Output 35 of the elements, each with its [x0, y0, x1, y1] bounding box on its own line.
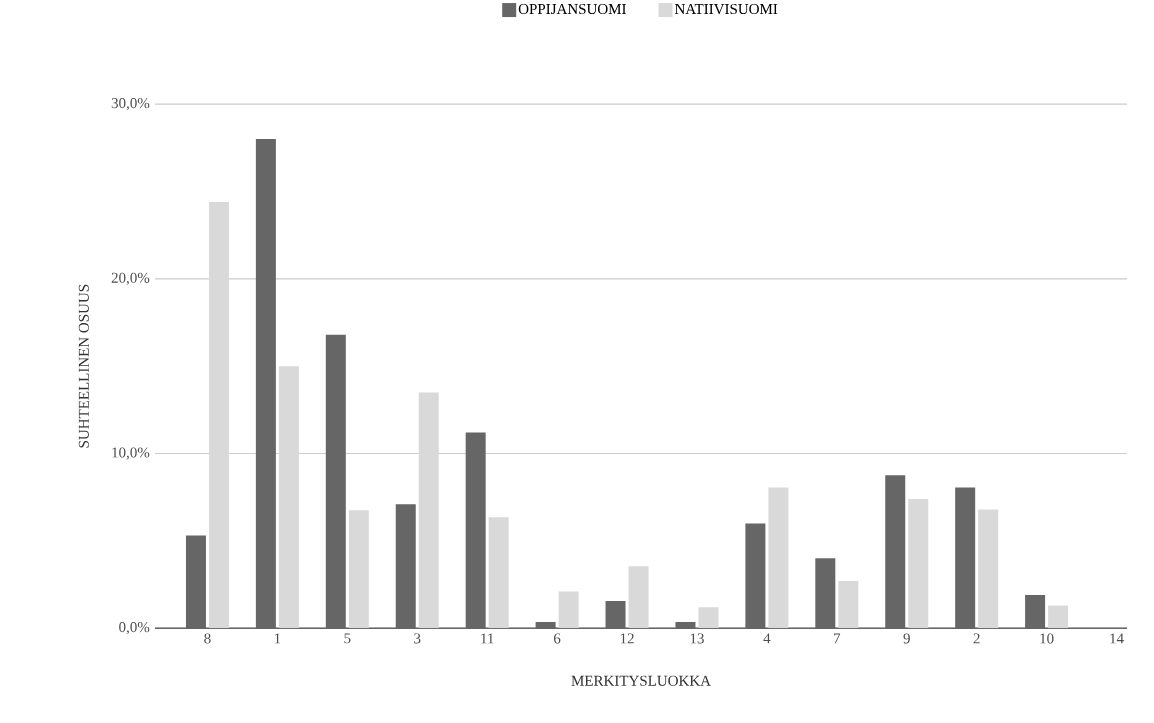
- bar: [278, 366, 299, 629]
- y-tick-label: 10,0%: [112, 447, 150, 460]
- x-tick-label: 14: [1110, 633, 1124, 644]
- bar: [768, 487, 789, 629]
- x-tick-label: 10: [1040, 633, 1054, 644]
- bar: [698, 607, 719, 629]
- x-tick-label: 1: [274, 633, 281, 644]
- bar: [838, 580, 859, 629]
- x-tick-label: 7: [834, 633, 841, 644]
- bar: [208, 201, 229, 629]
- bar: [908, 498, 929, 629]
- bar: [1048, 605, 1069, 629]
- bar: [488, 517, 509, 629]
- y-axis-title: SUHTEELLINEN OSUUS: [78, 284, 89, 448]
- x-tick-label: 12: [620, 633, 634, 644]
- x-tick-label: 13: [690, 633, 704, 644]
- y-tick-label: 20,0%: [111, 272, 150, 285]
- bar: [418, 392, 439, 629]
- y-tick-label: 30,0%: [111, 97, 150, 111]
- y-tick-label: 0,0%: [119, 621, 150, 635]
- x-tick-label: 8: [204, 633, 211, 644]
- bar: [348, 510, 369, 629]
- bar: [628, 566, 649, 629]
- bar: [558, 591, 579, 629]
- bar: [978, 509, 999, 629]
- x-tick-label: 4: [763, 633, 771, 644]
- x-tick-label: 9: [903, 633, 910, 644]
- x-tick-label: 2: [973, 633, 980, 644]
- legend-label: OPPIJANSUOMI: [518, 3, 626, 14]
- x-tick-label: 5: [344, 633, 351, 644]
- x-tick-label: 11: [481, 633, 494, 644]
- legend-label: NATIIVISUOMI: [674, 3, 778, 15]
- x-tick-label: 3: [414, 633, 421, 644]
- x-tick-label: 6: [553, 633, 561, 644]
- x-axis-title: MERKITYSLUOKKA: [571, 675, 711, 686]
